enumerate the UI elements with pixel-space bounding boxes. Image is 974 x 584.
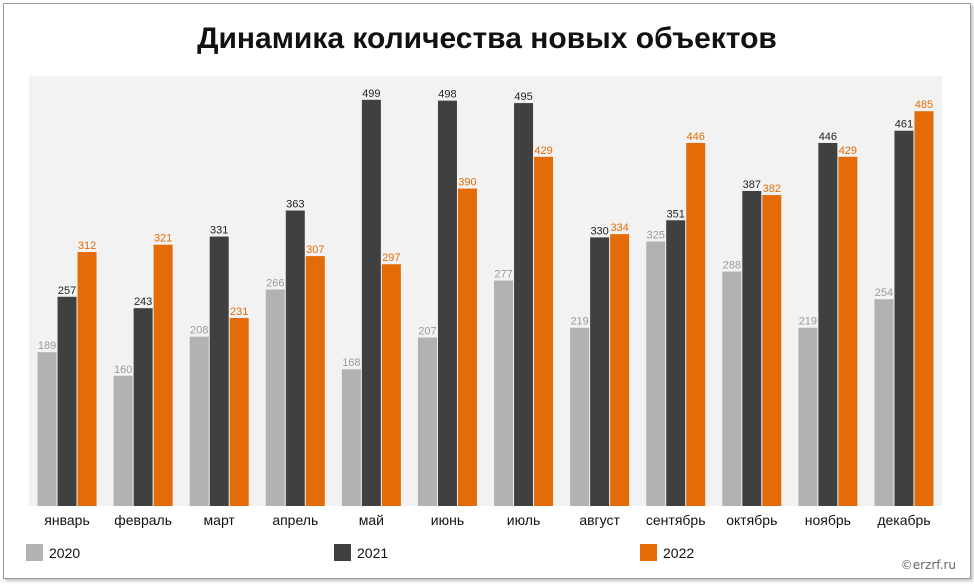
data-label: 257 bbox=[58, 285, 76, 297]
bar-2020-май bbox=[341, 369, 361, 506]
chart-frame: Динамика количества новых объектов 189 25… bbox=[3, 3, 971, 579]
data-label: 382 bbox=[763, 183, 781, 195]
data-label: 219 bbox=[799, 316, 817, 328]
data-label: 312 bbox=[78, 240, 96, 252]
x-tick-label: ноябрь bbox=[805, 512, 851, 528]
data-label: 231 bbox=[230, 306, 248, 318]
x-tick-label: август bbox=[579, 512, 620, 528]
bar-2021-май bbox=[361, 99, 381, 507]
bar-2022-март bbox=[229, 317, 249, 506]
bar-2021-февраль bbox=[133, 308, 153, 506]
bar-chart: 189 257 312 январь 160 243 321 февраль 208 331 231… bbox=[26, 76, 942, 561]
legend-swatch-2020 bbox=[26, 544, 43, 561]
bar-2021-октябрь bbox=[742, 190, 762, 506]
data-label: 330 bbox=[590, 225, 608, 237]
x-tick-label: май bbox=[359, 512, 384, 528]
bar-2021-ноябрь bbox=[818, 142, 838, 506]
bar-2020-декабрь bbox=[874, 299, 894, 506]
data-label: 429 bbox=[839, 145, 857, 157]
bar-2020-октябрь bbox=[722, 271, 742, 506]
bar-2020-июнь bbox=[417, 337, 437, 506]
data-label: 351 bbox=[667, 208, 685, 220]
bar-2021-декабрь bbox=[894, 130, 914, 506]
data-label: 160 bbox=[114, 364, 132, 376]
data-label: 446 bbox=[819, 131, 837, 143]
bar-2022-декабрь bbox=[914, 111, 934, 507]
data-label: 189 bbox=[38, 340, 56, 352]
data-label: 499 bbox=[362, 88, 380, 100]
data-label: 429 bbox=[534, 145, 552, 157]
bar-2020-апрель bbox=[265, 289, 285, 506]
x-tick-label: февраль bbox=[114, 512, 172, 528]
bar-2022-июнь bbox=[457, 188, 477, 507]
x-tick-label: декабрь bbox=[877, 512, 930, 528]
bar-2022-октябрь bbox=[762, 195, 782, 506]
bar-2020-июль bbox=[494, 280, 514, 506]
data-label: 208 bbox=[190, 325, 208, 337]
bar-2021-сентябрь bbox=[666, 220, 686, 506]
data-label: 325 bbox=[647, 229, 665, 241]
bar-2022-ноябрь bbox=[838, 156, 858, 506]
bar-2021-январь bbox=[57, 296, 77, 506]
bar-2020-февраль bbox=[113, 375, 133, 506]
legend-label-2022: 2022 bbox=[663, 545, 694, 561]
bar-2020-август bbox=[570, 327, 590, 506]
x-tick-label: март bbox=[204, 512, 236, 528]
bar-2022-январь bbox=[77, 252, 97, 506]
bar-2021-июль bbox=[514, 103, 534, 506]
bar-2022-май bbox=[381, 264, 401, 506]
x-tick-label: октябрь bbox=[726, 512, 777, 528]
data-label: 334 bbox=[610, 222, 628, 234]
bar-2021-август bbox=[590, 237, 610, 506]
data-label: 277 bbox=[494, 269, 512, 281]
chart-title: Динамика количества новых объектов bbox=[197, 22, 777, 55]
data-label: 495 bbox=[514, 91, 532, 103]
legend-label-2020: 2020 bbox=[49, 545, 80, 561]
data-label: 461 bbox=[895, 119, 913, 131]
legend-swatch-2021 bbox=[334, 544, 351, 561]
data-label: 307 bbox=[306, 244, 324, 256]
legend-swatch-2022 bbox=[640, 544, 657, 561]
x-tick-label: апрель bbox=[272, 512, 318, 528]
data-label: 254 bbox=[875, 287, 893, 299]
bar-2020-сентябрь bbox=[646, 241, 666, 506]
data-label: 321 bbox=[154, 233, 172, 245]
bar-2021-апрель bbox=[285, 210, 305, 506]
bar-2022-сентябрь bbox=[686, 142, 706, 506]
bar-2022-апрель bbox=[305, 256, 325, 506]
data-label: 387 bbox=[743, 179, 761, 191]
data-label: 219 bbox=[570, 316, 588, 328]
bar-2020-март bbox=[189, 336, 209, 506]
x-tick-label: июль bbox=[507, 512, 540, 528]
data-label: 266 bbox=[266, 277, 284, 289]
data-label: 390 bbox=[458, 177, 476, 189]
data-label: 288 bbox=[723, 260, 741, 272]
bar-2021-июнь bbox=[437, 100, 457, 507]
x-tick-label: январь bbox=[44, 512, 89, 528]
data-label: 168 bbox=[342, 357, 360, 369]
data-label: 485 bbox=[915, 99, 933, 111]
bar-2022-июль bbox=[534, 156, 554, 506]
bar-2022-август bbox=[610, 234, 630, 506]
data-label: 331 bbox=[210, 225, 228, 237]
data-label: 446 bbox=[687, 131, 705, 143]
x-tick-label: сентябрь bbox=[646, 512, 706, 528]
data-label: 363 bbox=[286, 199, 304, 211]
data-label: 243 bbox=[134, 296, 152, 308]
watermark: ©erzrf.ru bbox=[900, 558, 956, 572]
bar-2020-ноябрь bbox=[798, 327, 818, 506]
data-label: 297 bbox=[382, 252, 400, 264]
x-tick-label: июнь bbox=[431, 512, 464, 528]
bar-2020-январь bbox=[37, 352, 57, 506]
data-label: 207 bbox=[418, 326, 436, 338]
data-label: 498 bbox=[438, 89, 456, 101]
bar-2022-февраль bbox=[153, 244, 173, 506]
plot-area bbox=[29, 76, 942, 506]
bar-2021-март bbox=[209, 236, 229, 507]
legend-label-2021: 2021 bbox=[357, 545, 388, 561]
